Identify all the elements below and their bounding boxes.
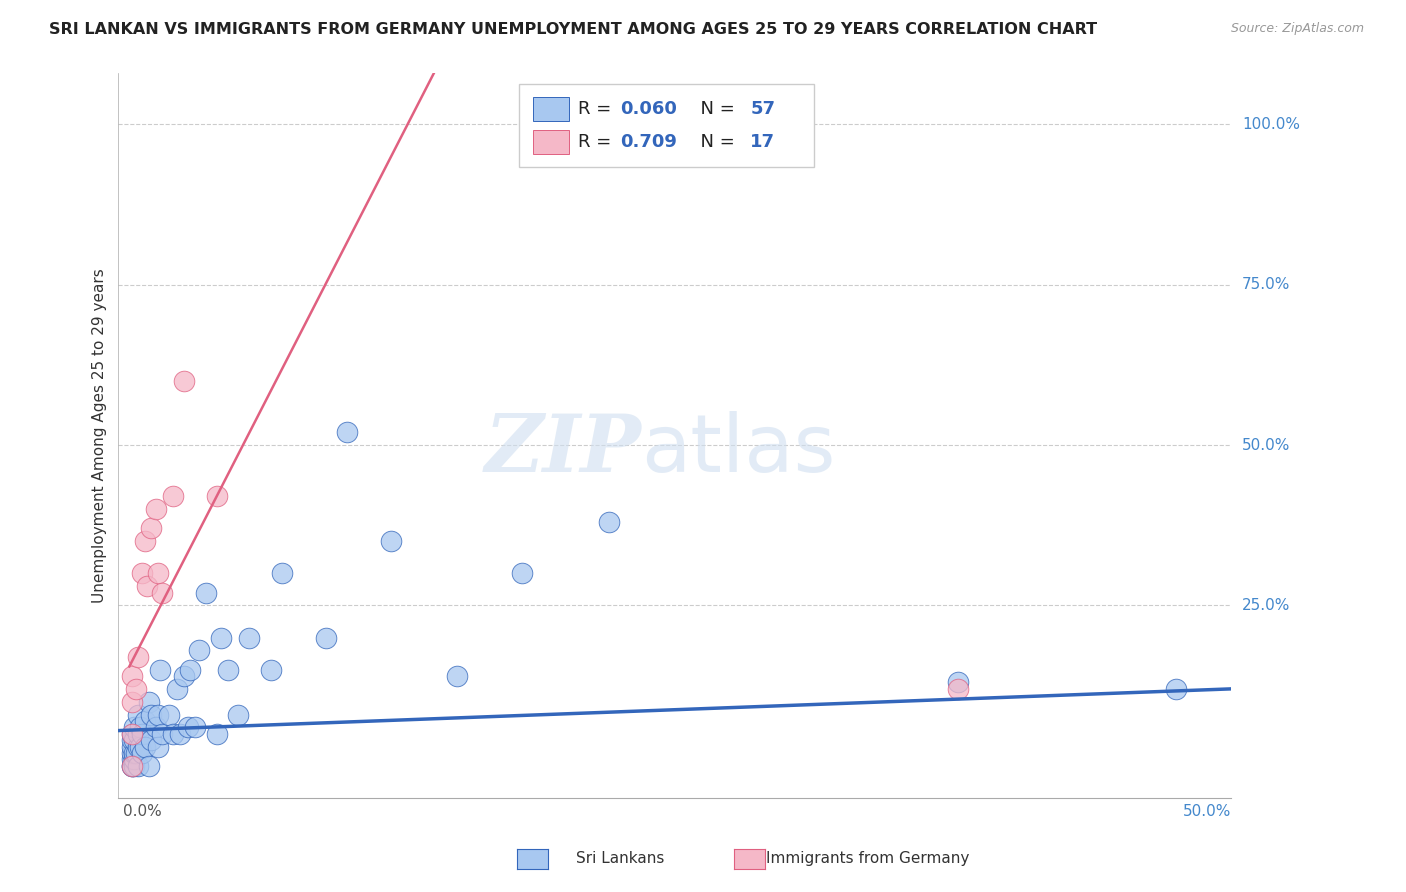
Point bbox=[141, 707, 163, 722]
Text: 50.0%: 50.0% bbox=[1241, 438, 1291, 452]
Text: R =: R = bbox=[578, 100, 617, 118]
Point bbox=[205, 727, 228, 741]
Point bbox=[209, 631, 232, 645]
Y-axis label: Unemployment Among Ages 25 to 29 years: Unemployment Among Ages 25 to 29 years bbox=[93, 268, 107, 603]
Text: 0.0%: 0.0% bbox=[122, 805, 162, 820]
Point bbox=[146, 566, 169, 581]
Text: SRI LANKAN VS IMMIGRANTS FROM GERMANY UNEMPLOYMENT AMONG AGES 25 TO 29 YEARS COR: SRI LANKAN VS IMMIGRANTS FROM GERMANY UN… bbox=[49, 22, 1097, 37]
Point bbox=[122, 759, 145, 773]
FancyBboxPatch shape bbox=[533, 96, 569, 121]
FancyBboxPatch shape bbox=[533, 130, 569, 154]
Point bbox=[336, 425, 359, 440]
Point bbox=[162, 490, 184, 504]
Point bbox=[150, 585, 173, 599]
Text: 0.709: 0.709 bbox=[620, 133, 678, 152]
Point bbox=[205, 490, 228, 504]
Text: Sri Lankans: Sri Lankans bbox=[576, 851, 665, 865]
Point bbox=[217, 663, 239, 677]
Point bbox=[510, 566, 533, 581]
Point bbox=[121, 727, 143, 741]
Point bbox=[948, 675, 970, 690]
Text: 57: 57 bbox=[751, 100, 775, 118]
Text: Immigrants from Germany: Immigrants from Germany bbox=[766, 851, 970, 865]
Text: N =: N = bbox=[689, 133, 741, 152]
Point bbox=[166, 681, 188, 696]
Point bbox=[141, 733, 163, 747]
Text: 17: 17 bbox=[751, 133, 775, 152]
Point bbox=[127, 739, 149, 754]
Point bbox=[122, 720, 145, 734]
Point bbox=[121, 752, 143, 766]
Point bbox=[1166, 681, 1188, 696]
Point bbox=[135, 579, 157, 593]
Point bbox=[179, 663, 201, 677]
Point bbox=[134, 739, 156, 754]
Point bbox=[134, 534, 156, 549]
Point bbox=[238, 631, 260, 645]
Point bbox=[134, 714, 156, 728]
Point bbox=[129, 720, 152, 734]
Point bbox=[380, 534, 402, 549]
Text: 50.0%: 50.0% bbox=[1182, 805, 1230, 820]
Point bbox=[188, 643, 211, 657]
Text: 75.0%: 75.0% bbox=[1241, 277, 1291, 293]
Point bbox=[121, 733, 143, 747]
Point bbox=[145, 720, 167, 734]
Point bbox=[129, 739, 152, 754]
Point bbox=[131, 746, 153, 760]
Point bbox=[315, 631, 337, 645]
Point bbox=[122, 746, 145, 760]
Point bbox=[177, 720, 200, 734]
Point bbox=[121, 727, 143, 741]
Text: 100.0%: 100.0% bbox=[1241, 117, 1299, 132]
Point bbox=[162, 727, 184, 741]
Point bbox=[169, 727, 191, 741]
Point bbox=[122, 752, 145, 766]
Point bbox=[121, 759, 143, 773]
Point bbox=[184, 720, 207, 734]
Point bbox=[138, 695, 160, 709]
Text: N =: N = bbox=[689, 100, 741, 118]
Text: 25.0%: 25.0% bbox=[1241, 598, 1291, 613]
Point bbox=[121, 739, 143, 754]
Point bbox=[149, 663, 172, 677]
Point bbox=[173, 374, 195, 388]
Point bbox=[125, 746, 148, 760]
Text: R =: R = bbox=[578, 133, 617, 152]
Point bbox=[121, 695, 143, 709]
Text: Source: ZipAtlas.com: Source: ZipAtlas.com bbox=[1230, 22, 1364, 36]
Point bbox=[446, 669, 468, 683]
Point bbox=[146, 739, 169, 754]
Point bbox=[948, 681, 970, 696]
Point bbox=[173, 669, 195, 683]
Point bbox=[122, 733, 145, 747]
FancyBboxPatch shape bbox=[519, 84, 814, 167]
Point bbox=[145, 502, 167, 516]
Text: atlas: atlas bbox=[641, 411, 835, 489]
Point bbox=[121, 746, 143, 760]
Point bbox=[127, 759, 149, 773]
Point bbox=[131, 727, 153, 741]
Point bbox=[146, 707, 169, 722]
Point bbox=[194, 585, 217, 599]
Point bbox=[141, 521, 163, 535]
Point bbox=[228, 707, 250, 722]
Point bbox=[121, 669, 143, 683]
Point bbox=[131, 566, 153, 581]
Point bbox=[127, 707, 149, 722]
Point bbox=[127, 727, 149, 741]
Point bbox=[138, 759, 160, 773]
Point bbox=[121, 759, 143, 773]
Point bbox=[125, 681, 148, 696]
Text: 0.060: 0.060 bbox=[620, 100, 678, 118]
Point bbox=[121, 759, 143, 773]
Point bbox=[260, 663, 283, 677]
Text: ZIP: ZIP bbox=[485, 411, 641, 489]
Point bbox=[157, 707, 180, 722]
Point bbox=[127, 649, 149, 664]
Point bbox=[598, 515, 620, 529]
Point bbox=[150, 727, 173, 741]
Point bbox=[271, 566, 294, 581]
